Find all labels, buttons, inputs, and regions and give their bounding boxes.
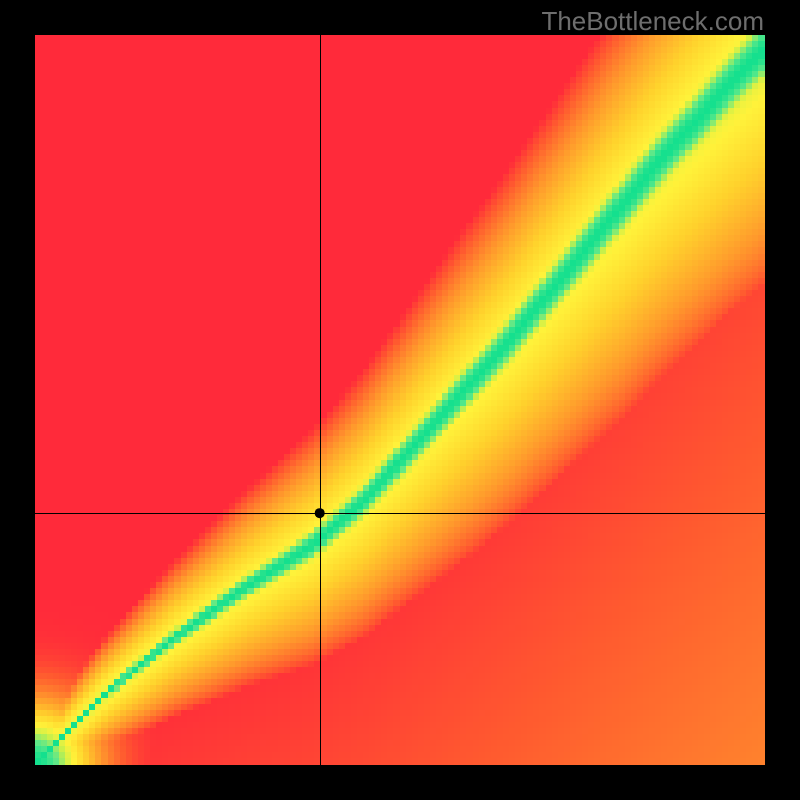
bottleneck-heatmap — [35, 35, 765, 765]
watermark-text: TheBottleneck.com — [541, 6, 764, 37]
chart-container: TheBottleneck.com — [0, 0, 800, 800]
